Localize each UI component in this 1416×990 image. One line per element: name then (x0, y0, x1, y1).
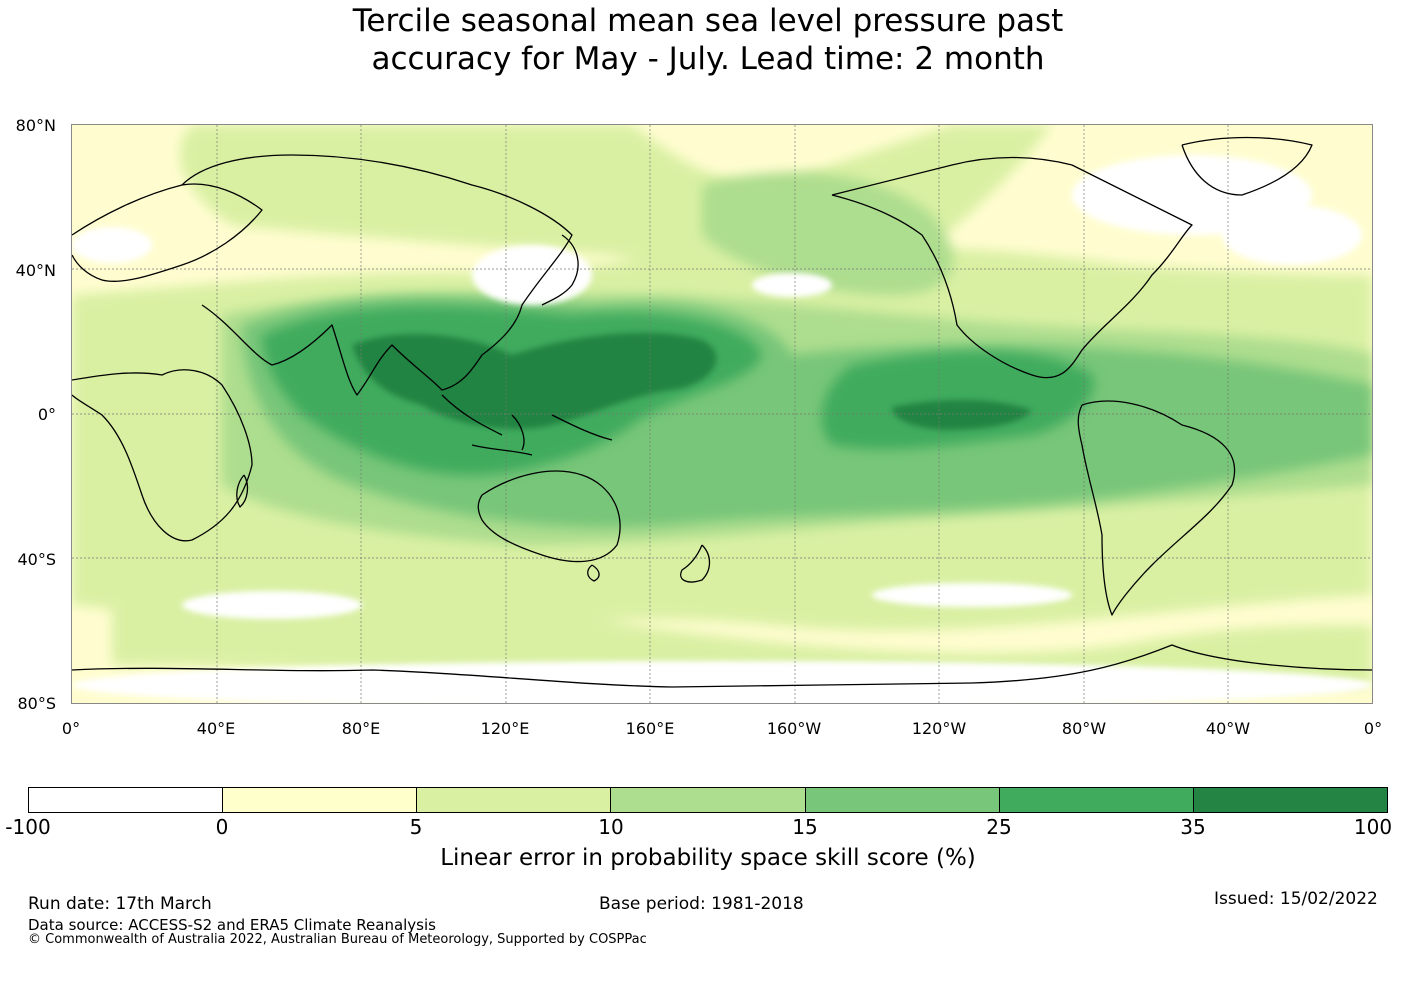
lon-label-160e: 160°E (625, 719, 675, 738)
lon-label-40w: 40°W (1205, 719, 1251, 738)
colorbar-label: Linear error in probability space skill … (440, 845, 976, 871)
lon-label-80w: 80°W (1061, 719, 1107, 738)
title-line-1: Tercile seasonal mean sea level pressure… (352, 3, 1064, 39)
lat-label-80n: 80°N (15, 116, 56, 135)
map-svg (72, 125, 1372, 703)
coastlines (72, 136, 1372, 688)
graticule (72, 125, 1372, 703)
colorbar-tick: 10 (598, 815, 624, 839)
colorbar-tick: 100 (1353, 815, 1393, 839)
colorbar-tick: 15 (792, 815, 818, 839)
colorbar-tick: 35 (1180, 815, 1206, 839)
base-period: Base period: 1981-2018 (599, 894, 804, 914)
colorbar-tick: 25 (986, 815, 1012, 839)
issued-date: Issued: 15/02/2022 (1214, 889, 1378, 909)
colorbar (28, 787, 1388, 813)
lon-label-0-left: 0° (61, 719, 81, 738)
lon-label-40e: 40°E (196, 719, 236, 738)
lat-label-0: 0° (37, 405, 56, 424)
colorbar-tick: -100 (5, 815, 51, 839)
chart-title: Tercile seasonal mean sea level pressure… (0, 2, 1416, 78)
lon-label-0-right: 0° (1363, 719, 1383, 738)
colorbar-swatch (29, 788, 224, 812)
colorbar-swatch (805, 788, 1000, 812)
lon-label-160w: 160°W (766, 719, 822, 738)
skill-band-35-100 (352, 332, 1032, 430)
colorbar-swatch (417, 788, 612, 812)
run-date: Run date: 17th March (28, 894, 212, 914)
colorbar-swatch (223, 788, 418, 812)
lat-label-80s: 80°S (17, 694, 56, 713)
lat-label-40s: 40°S (17, 550, 56, 569)
colorbar-swatch (611, 788, 806, 812)
lon-label-120e: 120°E (480, 719, 530, 738)
colorbar-swatch (999, 788, 1194, 812)
colorbar-swatch (1193, 788, 1387, 812)
colorbar-tick: 5 (409, 815, 423, 839)
lon-label-120w: 120°W (911, 719, 967, 738)
copyright: © Commonwealth of Australia 2022, Austra… (28, 932, 647, 947)
title-line-2: accuracy for May - July. Lead time: 2 mo… (371, 41, 1045, 77)
data-source: Data source: ACCESS-S2 and ERA5 Climate … (28, 916, 436, 934)
lon-label-80e: 80°E (341, 719, 381, 738)
skill-score-map (71, 124, 1373, 704)
colorbar-tick: 0 (215, 815, 229, 839)
lat-label-40n: 40°N (15, 261, 56, 280)
